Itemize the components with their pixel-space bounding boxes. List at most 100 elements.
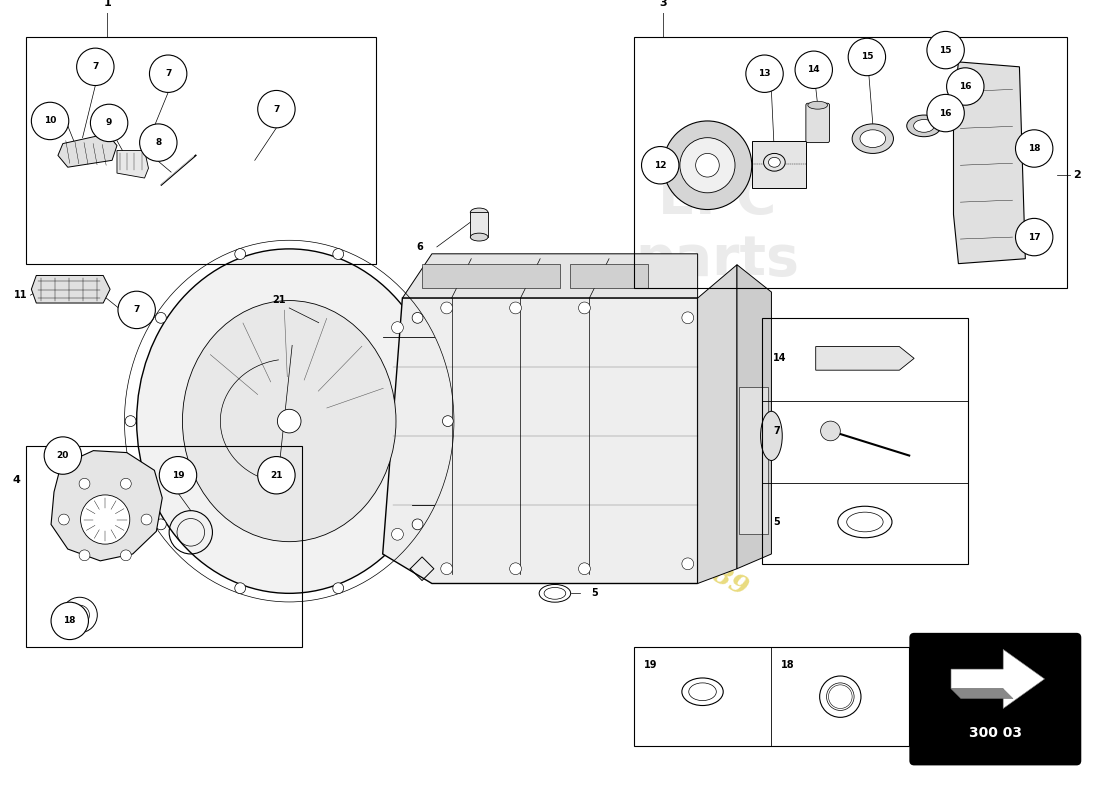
Text: 4: 4 bbox=[13, 475, 21, 485]
Ellipse shape bbox=[807, 102, 827, 109]
Ellipse shape bbox=[471, 208, 488, 217]
Ellipse shape bbox=[769, 158, 780, 167]
Text: 19: 19 bbox=[644, 660, 657, 670]
Circle shape bbox=[821, 421, 840, 441]
Circle shape bbox=[848, 38, 886, 76]
Circle shape bbox=[90, 104, 128, 142]
Circle shape bbox=[509, 302, 521, 314]
Circle shape bbox=[333, 249, 343, 259]
Circle shape bbox=[927, 31, 965, 69]
Text: 21: 21 bbox=[271, 470, 283, 480]
Polygon shape bbox=[51, 450, 163, 561]
Text: 13: 13 bbox=[758, 70, 771, 78]
Text: 19: 19 bbox=[172, 470, 185, 480]
Ellipse shape bbox=[760, 411, 782, 461]
Text: 14: 14 bbox=[773, 354, 786, 363]
Circle shape bbox=[155, 313, 166, 323]
Bar bbox=[26, 38, 376, 264]
Circle shape bbox=[680, 138, 735, 193]
Circle shape bbox=[579, 302, 591, 314]
Polygon shape bbox=[816, 346, 914, 370]
Text: 15: 15 bbox=[860, 53, 873, 62]
Polygon shape bbox=[383, 298, 697, 583]
Circle shape bbox=[695, 154, 719, 177]
Circle shape bbox=[125, 416, 136, 426]
Circle shape bbox=[927, 94, 965, 132]
Text: 5: 5 bbox=[591, 588, 597, 598]
Circle shape bbox=[80, 495, 130, 544]
Bar bbox=[471, 213, 488, 237]
Circle shape bbox=[160, 457, 197, 494]
Circle shape bbox=[641, 146, 679, 184]
Circle shape bbox=[392, 528, 404, 540]
Text: 300 03: 300 03 bbox=[969, 726, 1022, 740]
Bar bbox=[634, 38, 1067, 288]
Ellipse shape bbox=[1021, 131, 1041, 166]
Ellipse shape bbox=[136, 249, 442, 594]
Text: 18: 18 bbox=[64, 616, 76, 626]
Circle shape bbox=[234, 249, 245, 259]
Circle shape bbox=[746, 55, 783, 93]
Polygon shape bbox=[952, 650, 1045, 709]
Circle shape bbox=[392, 322, 404, 334]
Text: 1: 1 bbox=[103, 0, 111, 8]
Polygon shape bbox=[952, 689, 1013, 698]
Circle shape bbox=[412, 519, 424, 530]
Text: 18: 18 bbox=[781, 660, 795, 670]
Text: 20: 20 bbox=[57, 451, 69, 460]
Circle shape bbox=[234, 582, 245, 594]
Circle shape bbox=[682, 558, 694, 570]
FancyBboxPatch shape bbox=[910, 634, 1080, 765]
Circle shape bbox=[277, 410, 301, 433]
Bar bbox=[739, 386, 769, 534]
Circle shape bbox=[120, 550, 131, 561]
Ellipse shape bbox=[852, 124, 893, 154]
Text: 7: 7 bbox=[773, 426, 780, 436]
Circle shape bbox=[682, 312, 694, 324]
Text: 12: 12 bbox=[654, 161, 667, 170]
Text: 6: 6 bbox=[417, 242, 424, 252]
Circle shape bbox=[44, 437, 81, 474]
Circle shape bbox=[333, 582, 343, 594]
Text: 17: 17 bbox=[1027, 233, 1041, 242]
Text: 7: 7 bbox=[133, 306, 140, 314]
Text: 3: 3 bbox=[659, 0, 667, 8]
Circle shape bbox=[663, 121, 751, 210]
Circle shape bbox=[257, 457, 295, 494]
Circle shape bbox=[441, 302, 452, 314]
Polygon shape bbox=[954, 62, 1025, 264]
Text: 2: 2 bbox=[1072, 170, 1080, 180]
Circle shape bbox=[120, 478, 131, 489]
Ellipse shape bbox=[763, 154, 785, 171]
Circle shape bbox=[155, 519, 166, 530]
Text: 7: 7 bbox=[165, 70, 172, 78]
Circle shape bbox=[79, 478, 90, 489]
Bar bbox=[422, 264, 560, 288]
Ellipse shape bbox=[183, 301, 396, 542]
Bar bbox=[761, 318, 968, 564]
Ellipse shape bbox=[914, 119, 934, 132]
Circle shape bbox=[795, 51, 833, 89]
Circle shape bbox=[828, 685, 852, 709]
Bar bbox=[26, 446, 302, 647]
Circle shape bbox=[79, 550, 90, 561]
Text: 15: 15 bbox=[939, 46, 952, 54]
Circle shape bbox=[257, 90, 295, 128]
Polygon shape bbox=[58, 134, 117, 167]
Text: 14: 14 bbox=[807, 66, 821, 74]
Circle shape bbox=[1015, 218, 1053, 256]
Bar bbox=[570, 264, 648, 288]
Text: 11: 11 bbox=[14, 290, 28, 300]
Text: a passion for parts since 1989: a passion for parts since 1989 bbox=[348, 370, 752, 601]
Text: EPC
parts: EPC parts bbox=[636, 171, 800, 287]
Polygon shape bbox=[751, 141, 806, 188]
FancyBboxPatch shape bbox=[806, 103, 829, 142]
Circle shape bbox=[118, 291, 155, 329]
Text: 16: 16 bbox=[959, 82, 971, 91]
Circle shape bbox=[442, 416, 453, 426]
Polygon shape bbox=[697, 265, 737, 583]
Text: 7: 7 bbox=[92, 62, 99, 71]
Text: 16: 16 bbox=[939, 109, 952, 118]
Circle shape bbox=[150, 55, 187, 93]
Bar bbox=[634, 647, 910, 746]
